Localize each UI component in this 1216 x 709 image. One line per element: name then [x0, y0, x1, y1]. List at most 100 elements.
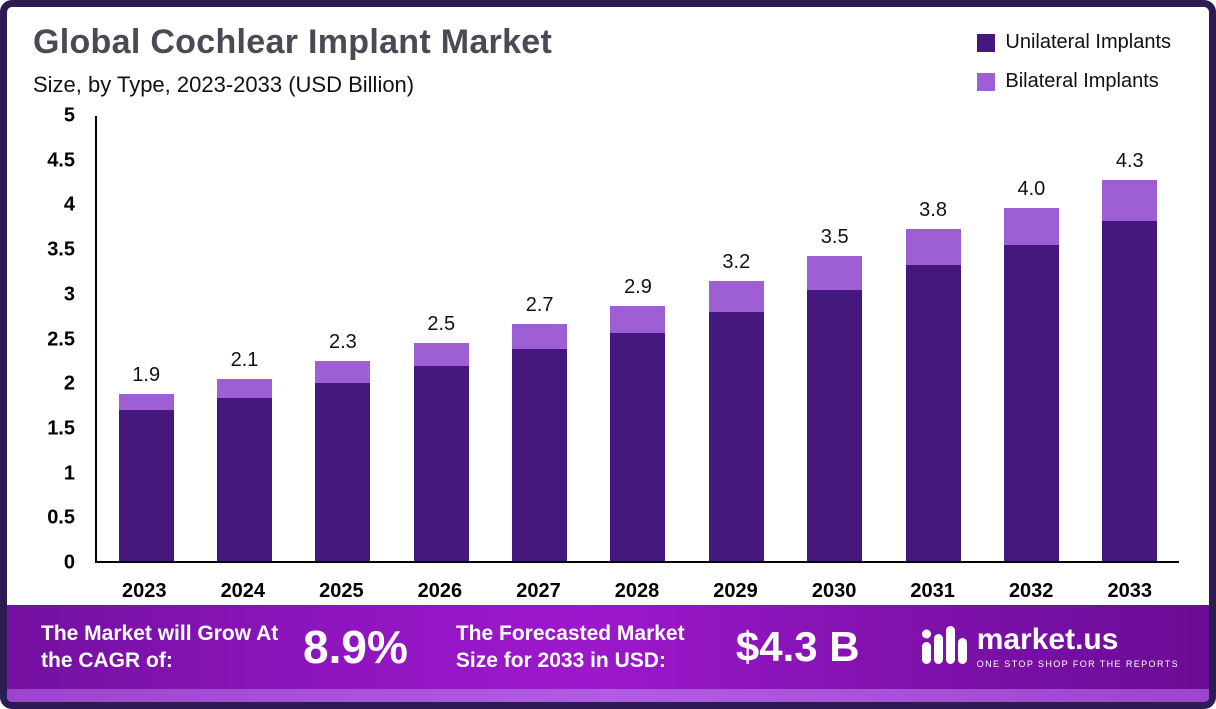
y-tick-label: 4 [63, 193, 75, 216]
y-axis: 0 0.5 1 1.5 2 2.5 3 3.5 4 4.5 5 [21, 105, 83, 574]
y-tick-label: 3 [63, 283, 75, 306]
unilateral-swatch-icon [977, 33, 996, 52]
bar-stack: 3.8 [905, 116, 961, 561]
bar-stack: 2.9 [610, 116, 666, 561]
bar-value-label: 2.1 [230, 348, 259, 371]
marketus-logo-icon [921, 625, 967, 669]
y-tick-label: 0 [63, 551, 75, 574]
bar-value-label: 3.2 [722, 250, 751, 273]
x-tick-label: 2032 [1008, 580, 1054, 602]
forecast-value: $4.3 B [735, 623, 860, 670]
bar-segment-bilateral [905, 229, 961, 265]
y-tick-label: 0.5 [47, 506, 75, 529]
legend-label: Unilateral Implants [1005, 31, 1171, 53]
bar-column: 2.3 [294, 116, 392, 561]
bar-segment-bilateral [118, 393, 174, 410]
brand-tagline: ONE STOP SHOP FOR THE REPORTS [976, 659, 1179, 669]
bar-column: 2.5 [392, 116, 490, 561]
legend-item-unilateral: Unilateral Implants [977, 31, 1171, 54]
page-subtitle: Size, by Type, 2023-2033 (USD Billion) [33, 72, 415, 97]
bar-value-label: 1.9 [132, 363, 161, 386]
bar-segment-unilateral [1102, 221, 1158, 561]
chart-legend: Unilateral Implants Bilateral Implants [977, 31, 1171, 93]
bar-segment-bilateral [315, 360, 371, 383]
bar-stack: 2.3 [315, 116, 371, 561]
legend-label: Bilateral Implants [1005, 70, 1159, 92]
bar-segment-unilateral [413, 366, 469, 561]
bar-segment-unilateral [512, 349, 568, 561]
bar-column: 3.2 [687, 116, 785, 561]
bar-segment-unilateral [217, 398, 273, 561]
bar-segment-bilateral [1003, 207, 1059, 246]
x-tick-label: 2031 [910, 580, 955, 602]
x-axis-labels: 2023 2024 2025 2026 2027 2028 2029 2030 2031 2032… [95, 569, 1179, 605]
brand-logo: market.us ONE STOP SHOP FOR THE REPORTS [921, 625, 1179, 669]
y-tick-label: 1.5 [47, 417, 75, 440]
plot-area: 1.9 2.1 2.3 2.5 2.7 2.9 3.2 3.5 3.8 4.0 4.3 [95, 116, 1179, 563]
bar-stack: 4.3 [1102, 116, 1158, 561]
cagr-value: 8.9% [303, 621, 408, 673]
bar-value-label: 3.8 [919, 199, 947, 222]
bar-value-label: 2.7 [525, 294, 554, 317]
bar-column: 3.5 [786, 116, 884, 561]
bar-value-label: 2.9 [624, 275, 652, 298]
bar-value-label: 2.5 [427, 312, 456, 335]
brand-text: market.us ONE STOP SHOP FOR THE REPORTS [976, 625, 1179, 670]
footer-banner: The Market will Grow At the CAGR of: 8.9… [7, 605, 1209, 702]
bar-column: 2.1 [195, 116, 293, 561]
bar-value-label: 4.3 [1115, 150, 1144, 173]
bar-stack: 4.0 [1003, 116, 1059, 561]
bar-segment-bilateral [413, 342, 469, 367]
cagr-label: The Market will Grow At the CAGR of: [41, 621, 279, 672]
x-tick-label: 2028 [614, 580, 660, 602]
x-tick-label: 2024 [220, 580, 266, 602]
x-tick-label: 2026 [417, 580, 463, 602]
y-tick-label: 3.5 [47, 238, 75, 261]
chart-header: Global Cochlear Implant Market Size, by … [7, 7, 1209, 98]
x-tick-label: 2027 [516, 580, 561, 602]
bar-column: 2.9 [589, 116, 687, 561]
x-tick-label: 2033 [1107, 580, 1152, 602]
bar-column: 4.3 [1081, 116, 1179, 561]
bar-column: 2.7 [490, 116, 588, 561]
x-tick-label: 2030 [811, 580, 857, 602]
y-tick-label: 2.5 [47, 328, 75, 350]
bar-stack: 2.7 [512, 116, 568, 561]
bar-value-label: 3.5 [820, 225, 849, 248]
x-tick-label: 2025 [319, 580, 364, 602]
bar-segment-unilateral [610, 333, 666, 561]
bar-stack: 3.5 [807, 116, 863, 561]
bar-column: 1.9 [97, 116, 195, 561]
bars-container: 1.9 2.1 2.3 2.5 2.7 2.9 3.2 3.5 3.8 4.0 4.3 [97, 116, 1179, 561]
bar-segment-unilateral [807, 290, 863, 561]
bar-segment-unilateral [708, 311, 764, 561]
x-tick-label: 2023 [122, 580, 167, 602]
bar-stack: 3.2 [708, 116, 764, 561]
y-tick-label: 5 [63, 104, 75, 127]
bar-segment-unilateral [905, 264, 961, 561]
bar-segment-bilateral [512, 324, 568, 350]
legend-item-bilateral: Bilateral Implants [977, 70, 1171, 93]
bar-value-label: 2.3 [328, 330, 357, 353]
bar-segment-bilateral [807, 255, 863, 291]
bar-column: 4.0 [982, 116, 1080, 561]
bar-segment-bilateral [217, 378, 273, 399]
bar-segment-unilateral [315, 383, 371, 561]
chart-area: 0 0.5 1 1.5 2 2.5 3 3.5 4 4.5 5 1.9 2.1 2.3 2.5 2.7 2.9… [21, 102, 1185, 605]
bar-segment-bilateral [610, 305, 666, 334]
bar-segment-unilateral [1003, 245, 1059, 561]
bar-stack: 2.5 [413, 116, 469, 561]
bar-segment-unilateral [118, 409, 174, 561]
y-tick-label: 4.5 [47, 149, 75, 172]
y-tick-label: 2 [63, 372, 75, 395]
y-tick-label: 1 [63, 462, 75, 485]
forecast-label: The Forecasted Market Size for 2033 in U… [455, 621, 685, 672]
bar-value-label: 4.0 [1017, 177, 1046, 200]
bar-column: 3.8 [884, 116, 982, 561]
bar-stack: 2.1 [217, 116, 273, 561]
bar-segment-bilateral [708, 280, 764, 312]
title-block: Global Cochlear Implant Market Size, by … [33, 23, 552, 98]
page-title: Global Cochlear Implant Market [33, 23, 553, 61]
bar-segment-bilateral [1102, 180, 1158, 222]
